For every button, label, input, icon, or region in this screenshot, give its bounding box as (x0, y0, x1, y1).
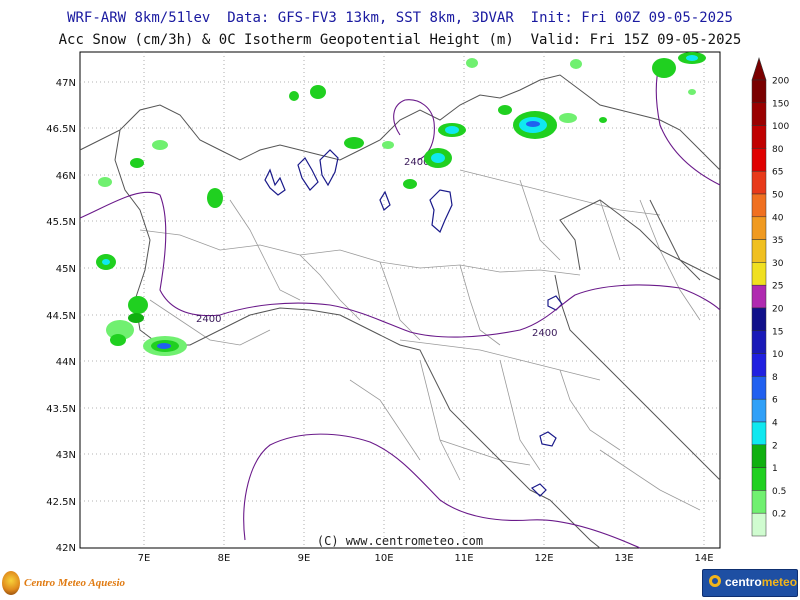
colorbar-label: 10 (772, 350, 784, 360)
lon-label: 8E (218, 553, 231, 564)
colorbar-label: 100 (772, 122, 789, 132)
lat-label: 46N (56, 171, 76, 182)
colorbar-swatch (751, 444, 767, 468)
centro-meteo-aquesio-logo: Centro Meteo Aquesio (0, 570, 125, 596)
lon-label: 10E (374, 553, 393, 564)
colorbar-label: 30 (772, 259, 784, 269)
colorbar-swatch (751, 490, 767, 514)
colorbar-label: 200 (772, 77, 789, 87)
colorbar-label: 1 (772, 464, 778, 474)
colorbar-swatch (751, 376, 767, 400)
colorbar-swatch (751, 125, 767, 149)
lat-label: 46.5N (46, 124, 76, 135)
colorbar-label: 2 (772, 441, 778, 451)
colorbar-label: 35 (772, 236, 783, 246)
colorbar-label: 25 (772, 282, 783, 292)
contour-label-east: 2400 (532, 328, 557, 339)
sun-logo-icon (2, 571, 20, 595)
colorbar-swatch (751, 512, 767, 537)
contour-label-west: 2400 (196, 314, 221, 325)
colorbar-label: 150 (772, 99, 789, 109)
colorbar-label: 40 (772, 213, 784, 223)
logo-right-main: centro (725, 575, 762, 589)
colorbar-swatch (751, 262, 767, 286)
lat-label: 44N (56, 357, 76, 368)
colorbar-label: 80 (772, 145, 784, 155)
colorbar-label: 50 (772, 191, 784, 201)
colorbar-swatch (751, 467, 767, 491)
graticule (80, 52, 720, 548)
lat-label: 42.5N (46, 497, 76, 508)
snow-patches (96, 52, 706, 356)
colorbar-swatch (751, 353, 767, 377)
lon-label: 11E (454, 553, 473, 564)
colorbar: 200 150 100 80 65 50 40 35 30 25 20 15 10 8 6 4 2 1 0.5 0.2 (751, 57, 789, 537)
logo-right-text: centrometeo (725, 575, 797, 589)
colorbar-swatch (751, 239, 767, 263)
lat-label: 43N (56, 450, 76, 461)
latitude-labels: 47N 46.5N 46N 45.5N 45N 44.5N 44N 43.5N … (46, 78, 76, 554)
colorbar-label: 0.5 (772, 487, 786, 497)
colorbar-swatch (751, 170, 767, 195)
colorbar-swatch (751, 421, 767, 446)
colorbar-swatch (751, 102, 767, 126)
copyright-text: (C) www.centrometeo.com (317, 534, 483, 548)
lon-label: 7E (138, 553, 151, 564)
colorbar-label: 20 (772, 305, 784, 315)
snow-patch (106, 320, 134, 340)
lat-label: 44.5N (46, 311, 76, 322)
colorbar-label: 6 (772, 396, 778, 406)
colorbar-swatch (751, 216, 767, 240)
longitude-labels: 7E 8E 9E 10E 11E 12E 13E 14E (138, 553, 714, 564)
colorbar-label: 15 (772, 327, 783, 337)
colorbar-swatch (751, 330, 767, 354)
centrometeo-logo: centrometeo (702, 569, 798, 597)
lon-label: 12E (534, 553, 553, 564)
region-borders (139, 169, 701, 511)
contour-labels: 2400 2400 2400 (196, 157, 557, 339)
lat-label: 45.5N (46, 217, 76, 228)
colorbar-swatch (751, 148, 767, 172)
colorbar-label: 65 (772, 168, 783, 178)
lat-label: 42N (56, 543, 76, 554)
lon-label: 14E (694, 553, 713, 564)
colorbar-swatch (751, 79, 767, 104)
contour-label-north: 2400 (404, 157, 429, 168)
colorbar-label: 4 (772, 419, 778, 429)
colorbar-swatch (751, 284, 767, 309)
colorbar-swatch (751, 398, 767, 423)
colorbar-label: 0.2 (772, 510, 786, 520)
colorbar-swatch (751, 307, 767, 332)
logo-right-accent: meteo (761, 575, 798, 589)
colorbar-swatch (751, 193, 767, 218)
header-line-1: WRF-ARW 8km/51lev Data: GFS-FV3 13km, SS… (67, 10, 733, 26)
lon-label: 9E (298, 553, 311, 564)
coastline-borders (79, 74, 721, 549)
lat-label: 47N (56, 78, 76, 89)
lat-label: 43.5N (46, 404, 76, 415)
header-line-2: Acc Snow (cm/3h) & 0C Isotherm Geopotent… (58, 32, 742, 48)
lon-label: 13E (614, 553, 633, 564)
ring-logo-icon (709, 575, 721, 587)
colorbar-label: 8 (772, 373, 778, 383)
lat-label: 45N (56, 264, 76, 275)
colorbar-arrow (751, 57, 767, 81)
logo-left-text: Centro Meteo Aquesio (24, 577, 126, 589)
isotherm-contours (79, 59, 721, 549)
